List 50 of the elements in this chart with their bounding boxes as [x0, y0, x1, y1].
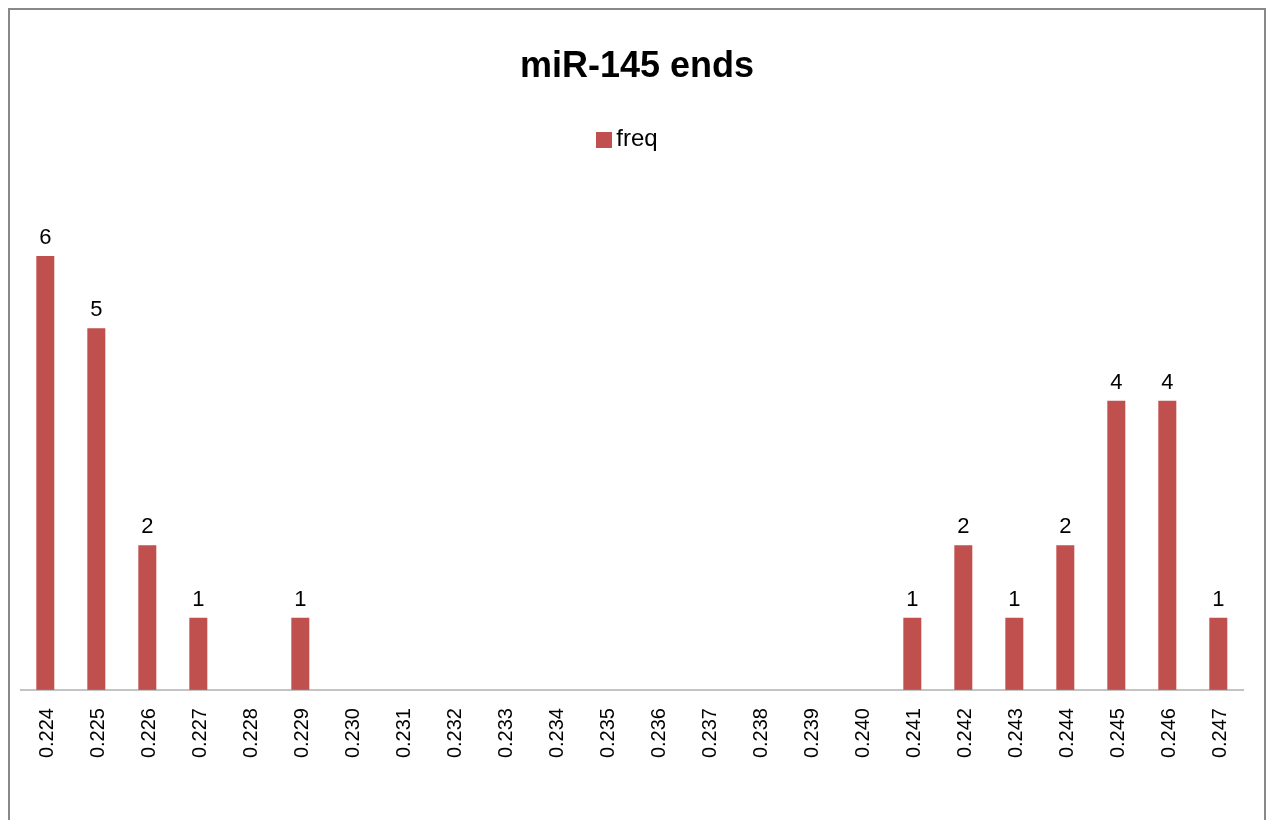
x-tick-label: 0.226 — [136, 708, 159, 759]
chart-title: miR-145 ends — [518, 44, 756, 86]
data-label: 4 — [1161, 368, 1174, 394]
x-tick-label: 0.224 — [34, 708, 57, 759]
x-tick-label: 0.241 — [901, 708, 924, 759]
x-tick-label: 0.238 — [748, 708, 771, 759]
x-tick-label: 0.237 — [697, 708, 720, 759]
x-tick-label: 0.225 — [85, 708, 108, 759]
bar — [1005, 617, 1024, 690]
bar — [87, 328, 106, 690]
x-tick-label: 0.228 — [238, 708, 261, 759]
x-tick-label: 0.242 — [952, 708, 975, 759]
data-label: 5 — [90, 296, 103, 322]
x-tick-label: 0.239 — [799, 708, 822, 759]
data-label: 1 — [1008, 585, 1021, 611]
x-tick-label: 0.240 — [850, 708, 873, 759]
data-label: 1 — [906, 585, 919, 611]
x-tick-label: 0.236 — [646, 708, 669, 759]
data-label: 1 — [1212, 585, 1225, 611]
x-tick-label: 0.245 — [1105, 708, 1128, 759]
x-tick-label: 0.243 — [1003, 708, 1026, 759]
x-tick-label: 0.235 — [595, 708, 618, 759]
data-label: 2 — [957, 513, 970, 539]
bar — [1209, 617, 1228, 690]
legend-label: freq — [616, 124, 658, 151]
x-tick-label: 0.244 — [1054, 708, 1077, 759]
x-tick-label: 0.231 — [391, 708, 414, 759]
data-label: 1 — [192, 585, 205, 611]
x-tick-label: 0.233 — [493, 708, 516, 759]
data-label: 6 — [39, 224, 52, 249]
bar — [903, 617, 922, 690]
bar — [1056, 545, 1075, 690]
x-tick-label: 0.229 — [289, 708, 312, 759]
bar — [189, 617, 208, 690]
data-label: 4 — [1110, 368, 1123, 394]
bar — [1107, 400, 1126, 690]
x-tick-label: 0.227 — [187, 708, 210, 759]
data-label: 2 — [141, 513, 154, 539]
bar — [954, 545, 973, 690]
x-tick-label: 0.247 — [1207, 708, 1230, 759]
bar — [36, 256, 55, 690]
bar — [1158, 400, 1177, 690]
data-label: 2 — [1059, 513, 1072, 539]
x-tick-label: 0.246 — [1156, 708, 1179, 759]
x-tick-label: 0.234 — [544, 708, 567, 759]
x-tick-label: 0.232 — [442, 708, 465, 759]
bar — [291, 617, 310, 690]
bar — [138, 545, 157, 690]
x-tick-label: 0.230 — [340, 708, 363, 759]
data-label: 1 — [294, 585, 307, 611]
